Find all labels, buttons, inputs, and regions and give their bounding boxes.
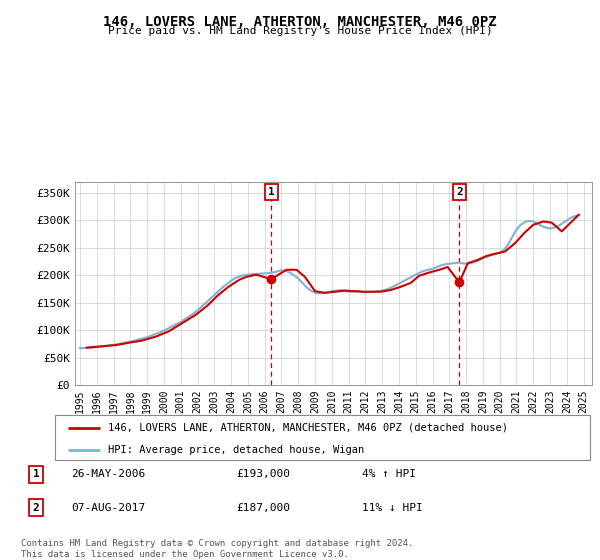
Text: 2: 2 bbox=[32, 502, 40, 512]
Text: 2: 2 bbox=[456, 187, 463, 197]
Text: 146, LOVERS LANE, ATHERTON, MANCHESTER, M46 0PZ: 146, LOVERS LANE, ATHERTON, MANCHESTER, … bbox=[103, 15, 497, 29]
Text: 4% ↑ HPI: 4% ↑ HPI bbox=[362, 469, 416, 479]
Text: £193,000: £193,000 bbox=[236, 469, 290, 479]
Text: 1: 1 bbox=[32, 469, 40, 479]
Text: 07-AUG-2017: 07-AUG-2017 bbox=[71, 502, 146, 512]
Text: 11% ↓ HPI: 11% ↓ HPI bbox=[362, 502, 423, 512]
Text: Price paid vs. HM Land Registry's House Price Index (HPI): Price paid vs. HM Land Registry's House … bbox=[107, 26, 493, 36]
Text: 26-MAY-2006: 26-MAY-2006 bbox=[71, 469, 146, 479]
Text: HPI: Average price, detached house, Wigan: HPI: Average price, detached house, Wiga… bbox=[109, 445, 365, 455]
FancyBboxPatch shape bbox=[55, 415, 590, 460]
Text: 146, LOVERS LANE, ATHERTON, MANCHESTER, M46 0PZ (detached house): 146, LOVERS LANE, ATHERTON, MANCHESTER, … bbox=[109, 423, 509, 432]
Text: 1: 1 bbox=[268, 187, 275, 197]
Text: Contains HM Land Registry data © Crown copyright and database right 2024.
This d: Contains HM Land Registry data © Crown c… bbox=[21, 539, 413, 559]
Text: £187,000: £187,000 bbox=[236, 502, 290, 512]
